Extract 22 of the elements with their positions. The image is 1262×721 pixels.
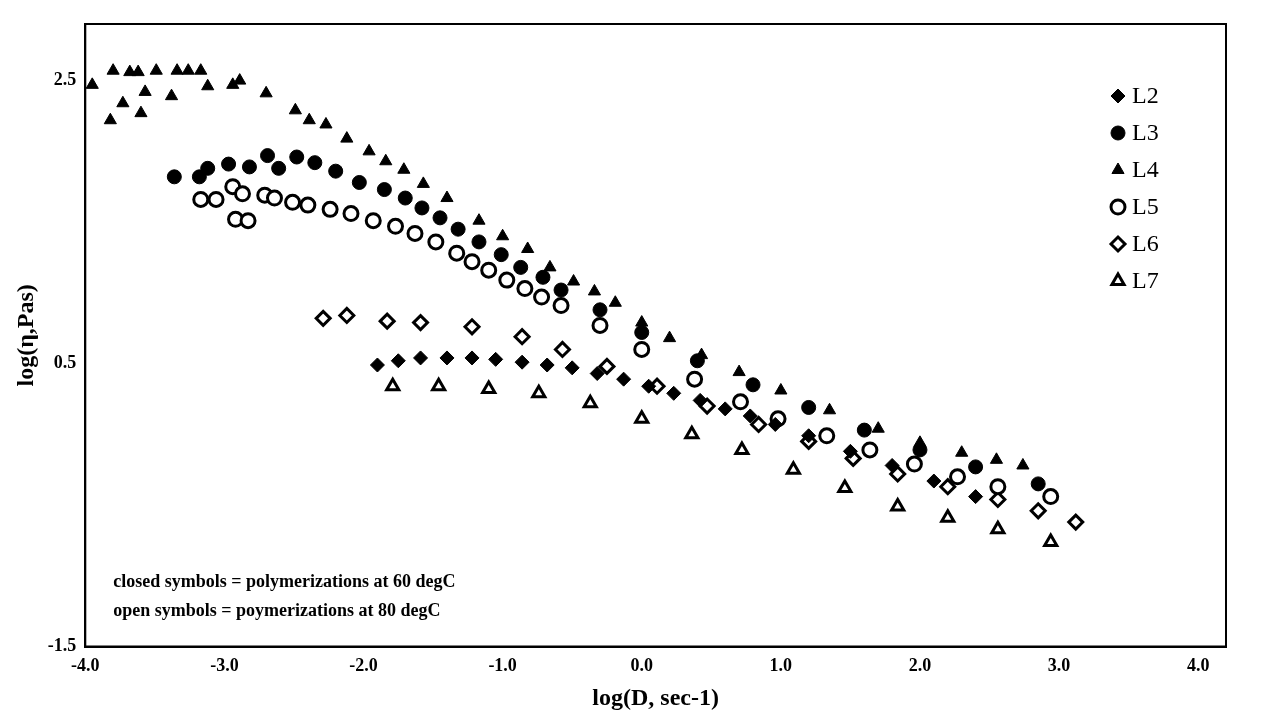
x-axis-title: log(D, sec-1) xyxy=(592,683,719,710)
legend-label: L3 xyxy=(1132,119,1159,146)
x-tick-label: -3.0 xyxy=(210,655,239,676)
legend-label: L4 xyxy=(1132,156,1159,183)
x-tick-label: 4.0 xyxy=(1186,655,1210,676)
x-tick-label: -1.0 xyxy=(488,655,517,676)
annotation: open symbols = poymerizations at 80 degC xyxy=(113,599,441,620)
y-tick-label: 2.5 xyxy=(53,69,77,90)
legend-label: L7 xyxy=(1132,267,1159,294)
legend-label: L5 xyxy=(1132,193,1159,220)
x-tick-label: -4.0 xyxy=(71,655,100,676)
y-tick-label: -1.5 xyxy=(47,635,77,656)
x-tick-label: 0.0 xyxy=(630,655,653,676)
legend-label: L2 xyxy=(1132,82,1159,109)
y-axis-title: log(η,Pas) xyxy=(11,284,38,387)
x-tick-label: -2.0 xyxy=(349,655,378,676)
y-tick-label: 0.5 xyxy=(53,352,77,373)
x-tick-label: 3.0 xyxy=(1047,655,1071,676)
x-tick-label: 1.0 xyxy=(769,655,793,676)
annotation: closed symbols = polymerizations at 60 degC xyxy=(113,570,456,591)
legend-label: L6 xyxy=(1132,230,1159,257)
x-tick-label: 2.0 xyxy=(908,655,932,676)
